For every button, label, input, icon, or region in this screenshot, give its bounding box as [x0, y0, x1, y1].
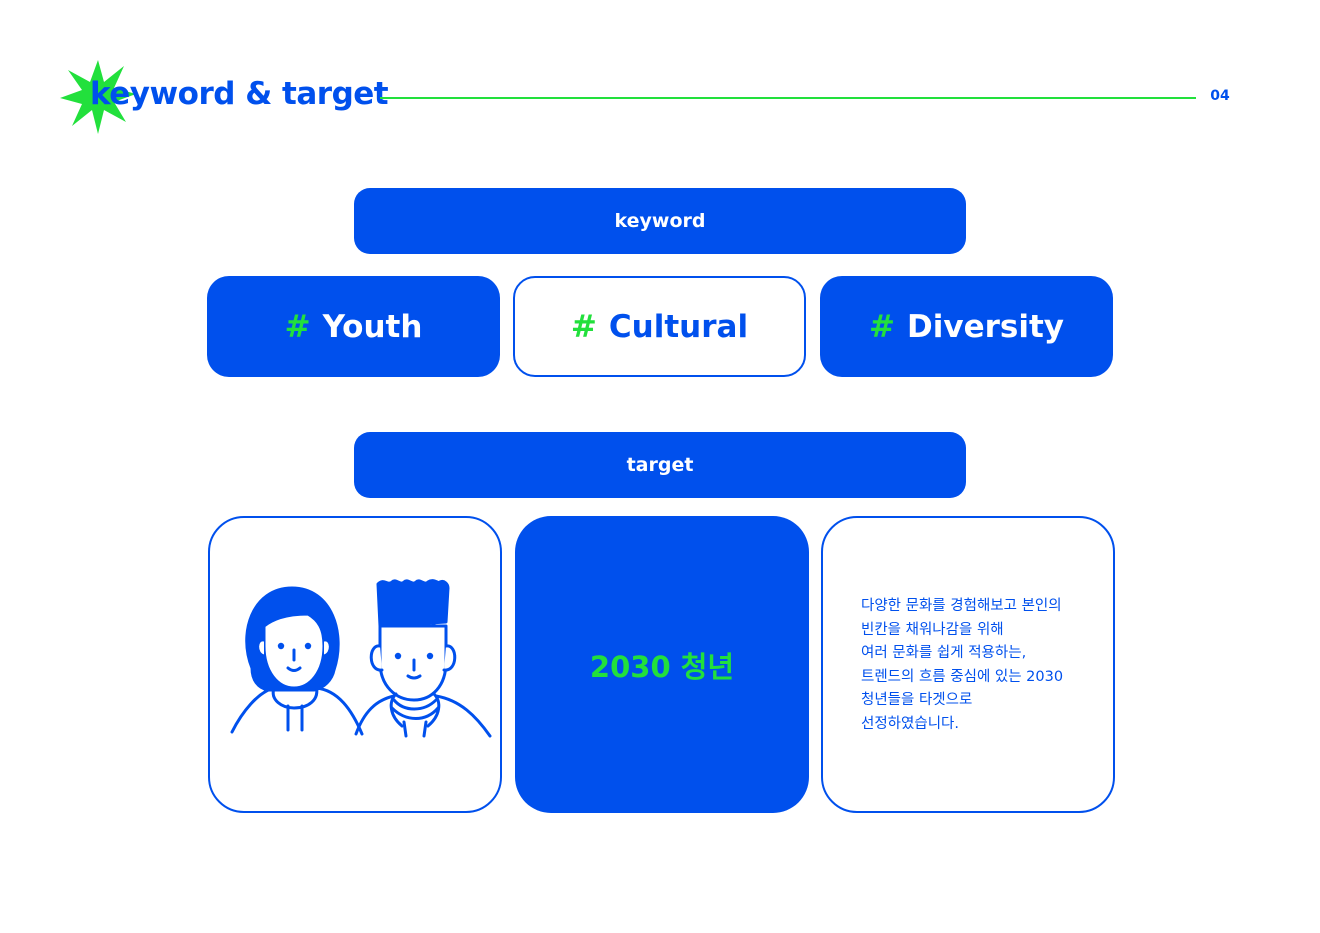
keyword-card-cultural: # Cultural — [513, 276, 806, 377]
target-label-card: 2030 청년 — [515, 516, 809, 813]
target-label: 2030 청년 — [589, 649, 735, 684]
description-line: 트렌드의 흐름 중심에 있는 2030 — [861, 668, 1064, 685]
page-title: keyword & target — [90, 76, 389, 112]
keyword-section-bar: keyword — [354, 188, 966, 254]
hash-symbol: # — [284, 308, 311, 345]
description-line: 선정하였습니다. — [861, 715, 959, 732]
header-divider — [380, 97, 1196, 99]
target-section-bar: target — [354, 432, 966, 498]
hash-symbol: # — [570, 308, 597, 345]
keyword-card-diversity: # Diversity — [820, 276, 1113, 377]
target-illustration-card — [208, 516, 502, 813]
description-line: 여러 문화를 쉽게 적용하는, — [861, 645, 1027, 661]
keyword-card-youth: # Youth — [207, 276, 500, 377]
description-line: 청년들을 타겟으로 — [861, 692, 973, 708]
hash-symbol: # — [869, 308, 895, 345]
description-line: 빈칸을 채워나감을 위해 — [861, 621, 1004, 638]
description-line: 다양한 문화를 경험해보고 본인의 — [861, 598, 1062, 614]
starburst-icon — [60, 60, 136, 134]
target-section-label: target — [626, 454, 694, 476]
keyword-text: Diversity — [907, 308, 1064, 345]
keyword-text: Cultural — [608, 308, 749, 345]
keyword-section-label: keyword — [614, 210, 706, 232]
people-illustration-icon — [230, 579, 492, 738]
keyword-text: Youth — [322, 308, 423, 345]
target-description-card: 다양한 문화를 경험해보고 본인의 빈칸을 채워나감을 위해 여러 문화를 쉽게… — [821, 516, 1115, 813]
page-number: 04 — [1210, 88, 1230, 104]
target-description: 다양한 문화를 경험해보고 본인의 빈칸을 채워나감을 위해 여러 문화를 쉽게… — [861, 595, 1063, 736]
